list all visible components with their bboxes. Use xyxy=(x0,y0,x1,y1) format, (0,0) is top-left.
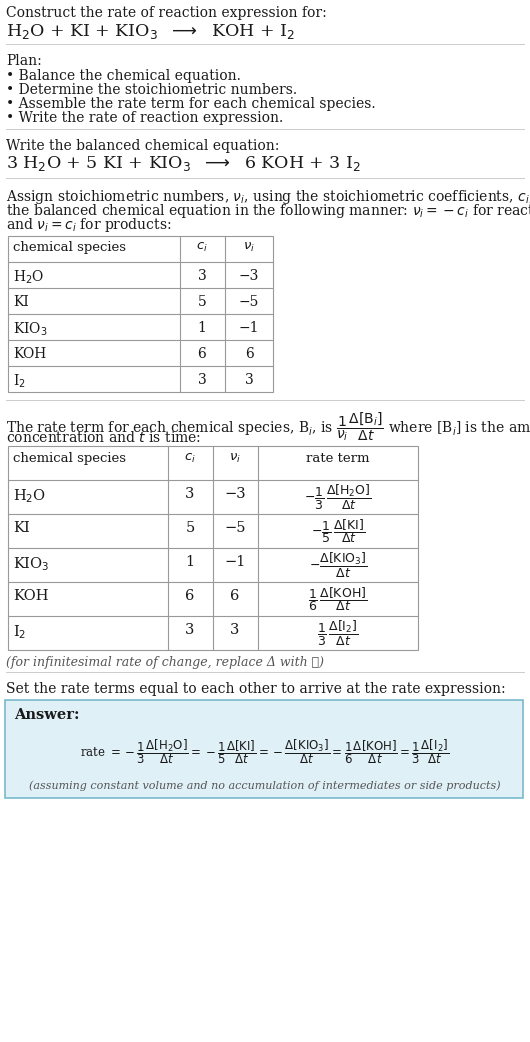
Text: $\nu_i$: $\nu_i$ xyxy=(243,241,255,254)
Text: (assuming constant volume and no accumulation of intermediates or side products): (assuming constant volume and no accumul… xyxy=(29,780,501,791)
Text: Assign stoichiometric numbers, $\nu_i$, using the stoichiometric coefficients, $: Assign stoichiometric numbers, $\nu_i$, … xyxy=(6,188,530,206)
Text: KOH: KOH xyxy=(13,347,46,361)
Text: −1: −1 xyxy=(238,321,259,334)
Text: I$_2$: I$_2$ xyxy=(13,623,26,641)
Text: −3: −3 xyxy=(239,269,259,283)
Text: • Write the rate of reaction expression.: • Write the rate of reaction expression. xyxy=(6,111,283,125)
Text: KOH: KOH xyxy=(13,589,49,603)
Text: $c_i$: $c_i$ xyxy=(184,452,196,465)
Text: $-\dfrac{1}{5}\,\dfrac{\Delta[\mathrm{KI}]}{\Delta t}$: $-\dfrac{1}{5}\,\dfrac{\Delta[\mathrm{KI… xyxy=(311,517,365,545)
Text: (for infinitesimal rate of change, replace Δ with ⅈ): (for infinitesimal rate of change, repla… xyxy=(6,656,324,669)
Text: −1: −1 xyxy=(224,555,246,569)
Text: rate term: rate term xyxy=(306,452,370,465)
Bar xyxy=(8,446,418,650)
Text: • Determine the stoichiometric numbers.: • Determine the stoichiometric numbers. xyxy=(6,83,297,97)
Text: and $\nu_i = c_i$ for products:: and $\nu_i = c_i$ for products: xyxy=(6,216,171,234)
Text: The rate term for each chemical species, B$_i$, is $\dfrac{1}{\nu_i}\dfrac{\Delt: The rate term for each chemical species,… xyxy=(6,410,530,443)
Text: 6: 6 xyxy=(245,347,253,361)
Text: 1: 1 xyxy=(198,321,207,334)
Text: 1: 1 xyxy=(186,555,195,569)
Text: 3: 3 xyxy=(198,269,206,283)
Text: 3: 3 xyxy=(231,623,240,637)
Text: I$_2$: I$_2$ xyxy=(13,373,26,391)
Text: Set the rate terms equal to each other to arrive at the rate expression:: Set the rate terms equal to each other t… xyxy=(6,683,506,696)
Text: • Assemble the rate term for each chemical species.: • Assemble the rate term for each chemic… xyxy=(6,97,376,111)
Text: 6: 6 xyxy=(231,589,240,603)
Text: 6: 6 xyxy=(198,347,206,361)
Text: $\nu_i$: $\nu_i$ xyxy=(229,452,241,465)
Text: $-\dfrac{\Delta[\mathrm{KIO_3}]}{\Delta t}$: $-\dfrac{\Delta[\mathrm{KIO_3}]}{\Delta … xyxy=(309,550,367,579)
Text: $\dfrac{1}{6}\,\dfrac{\Delta[\mathrm{KOH}]}{\Delta t}$: $\dfrac{1}{6}\,\dfrac{\Delta[\mathrm{KOH… xyxy=(308,585,368,613)
Text: H$_2$O + KI + KIO$_3$  $\longrightarrow$  KOH + I$_2$: H$_2$O + KI + KIO$_3$ $\longrightarrow$ … xyxy=(6,22,295,41)
Text: 3: 3 xyxy=(186,487,195,501)
Text: KIO$_3$: KIO$_3$ xyxy=(13,321,48,339)
Text: 5: 5 xyxy=(186,521,195,535)
Text: Write the balanced chemical equation:: Write the balanced chemical equation: xyxy=(6,139,279,153)
Text: −5: −5 xyxy=(239,295,259,309)
Text: • Balance the chemical equation.: • Balance the chemical equation. xyxy=(6,69,241,83)
Bar xyxy=(8,235,273,392)
Text: 3: 3 xyxy=(186,623,195,637)
Text: −5: −5 xyxy=(224,521,246,535)
Text: chemical species: chemical species xyxy=(13,452,126,465)
Text: 3 H$_2$O + 5 KI + KIO$_3$  $\longrightarrow$  6 KOH + 3 I$_2$: 3 H$_2$O + 5 KI + KIO$_3$ $\longrightarr… xyxy=(6,154,361,173)
Text: 3: 3 xyxy=(198,373,206,387)
Text: −3: −3 xyxy=(224,487,246,501)
Text: $c_i$: $c_i$ xyxy=(196,241,208,254)
Text: H$_2$O: H$_2$O xyxy=(13,487,46,504)
Text: KI: KI xyxy=(13,521,30,535)
FancyBboxPatch shape xyxy=(5,700,523,798)
Text: H$_2$O: H$_2$O xyxy=(13,269,45,287)
Text: $\dfrac{1}{3}\,\dfrac{\Delta[\mathrm{I_2}]}{\Delta t}$: $\dfrac{1}{3}\,\dfrac{\Delta[\mathrm{I_2… xyxy=(317,619,359,647)
Text: the balanced chemical equation in the following manner: $\nu_i = -c_i$ for react: the balanced chemical equation in the fo… xyxy=(6,202,530,220)
Text: Answer:: Answer: xyxy=(14,708,80,722)
Text: Construct the rate of reaction expression for:: Construct the rate of reaction expressio… xyxy=(6,6,327,20)
Text: rate $= -\dfrac{1}{3}\dfrac{\Delta[\mathrm{H_2O}]}{\Delta t}= -\dfrac{1}{5}\dfra: rate $= -\dfrac{1}{3}\dfrac{\Delta[\math… xyxy=(81,738,449,767)
Text: $-\dfrac{1}{3}\,\dfrac{\Delta[\mathrm{H_2O}]}{\Delta t}$: $-\dfrac{1}{3}\,\dfrac{\Delta[\mathrm{H_… xyxy=(304,482,372,512)
Text: KIO$_3$: KIO$_3$ xyxy=(13,555,49,573)
Text: chemical species: chemical species xyxy=(13,241,126,254)
Text: 5: 5 xyxy=(198,295,206,309)
Text: concentration and $t$ is time:: concentration and $t$ is time: xyxy=(6,430,201,445)
Text: 3: 3 xyxy=(245,373,253,387)
Text: 6: 6 xyxy=(186,589,195,603)
Text: Plan:: Plan: xyxy=(6,54,42,68)
Text: KI: KI xyxy=(13,295,29,309)
